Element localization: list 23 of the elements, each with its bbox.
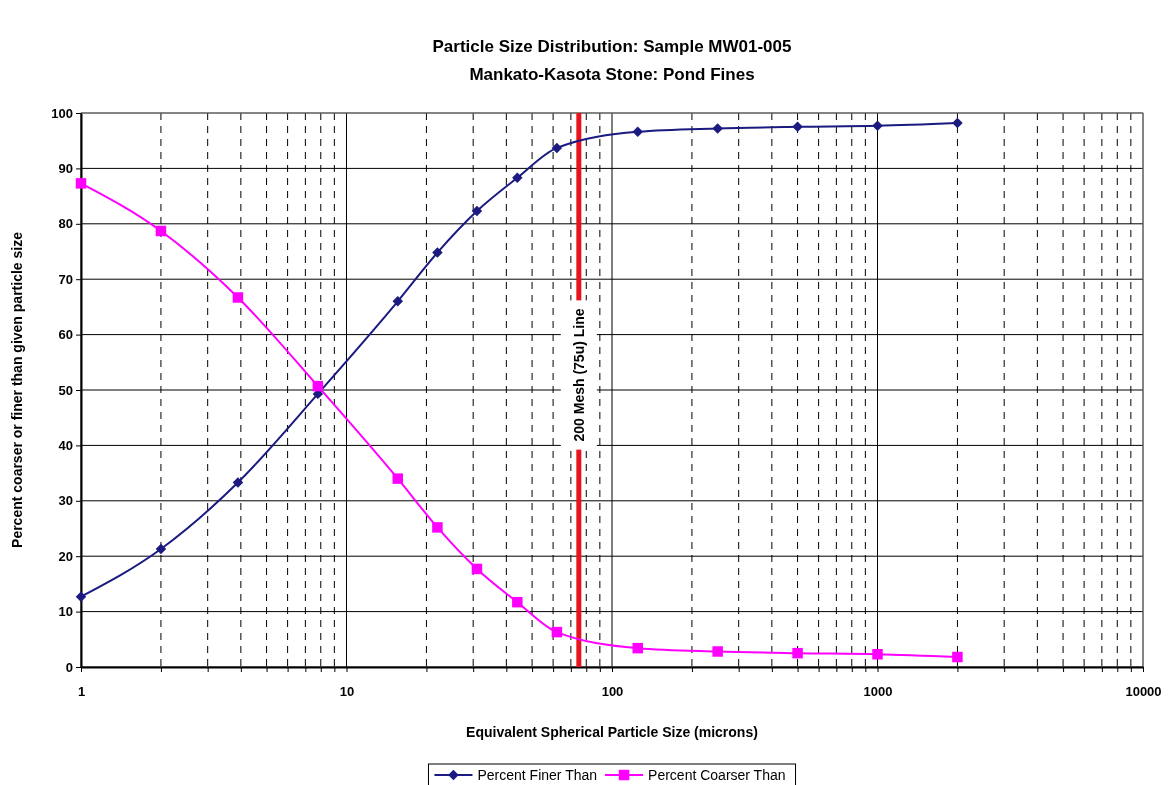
legend-label: Percent Coarser Than (648, 767, 786, 783)
ref-line-label: 200 Mesh (75u) Line (570, 308, 587, 442)
y-tick-label: 30 (58, 493, 73, 509)
y-tick-label: 80 (58, 216, 73, 232)
x-tick-label: 1 (77, 683, 86, 699)
chart-title: Particle Size Distribution: Sample MW01-005 (432, 37, 792, 56)
y-tick-label: 40 (58, 438, 73, 454)
x-tick-label: 1000 (863, 683, 893, 699)
x-tick-label: 10000 (1125, 683, 1162, 699)
x-tick-label: 10 (339, 683, 355, 699)
y-tick-label: 60 (58, 327, 73, 343)
y-tick-label: 10 (58, 604, 73, 620)
y-tick-label: 70 (58, 271, 73, 287)
chart-subtitle: Mankato-Kasota Stone: Pond Fines (469, 65, 755, 84)
y-axis-title: Percent coarser or finer than given particle size (9, 231, 25, 548)
y-tick-label: 50 (58, 382, 73, 398)
legend-label: Percent Finer Than (477, 767, 598, 783)
y-tick-label: 0 (65, 659, 73, 675)
y-tick-label: 90 (58, 161, 73, 177)
y-tick-label: 20 (58, 548, 73, 564)
x-tick-label: 100 (601, 683, 624, 699)
y-tick-label: 100 (51, 105, 73, 121)
x-axis-title: Equivalent Spherical Particle Size (microns) (466, 724, 758, 740)
